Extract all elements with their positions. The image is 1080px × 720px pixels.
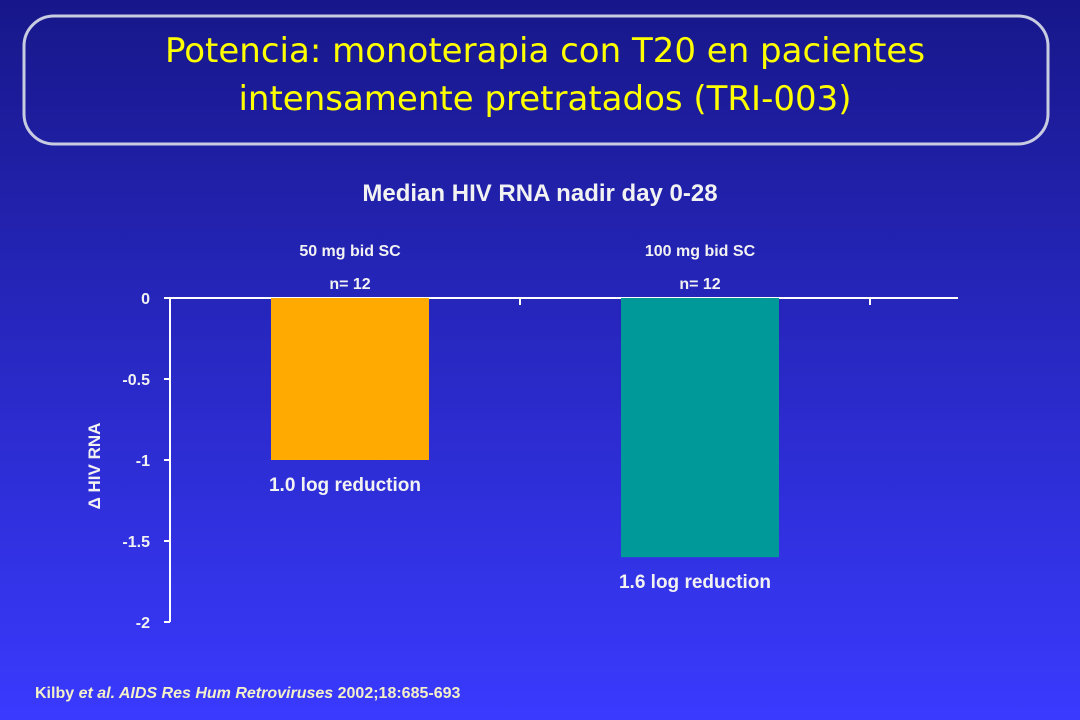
y-tick-label: -1: [136, 453, 150, 470]
value-label: 1.6 log reduction: [619, 572, 771, 593]
y-axis-label: Δ HIV RNA: [85, 423, 104, 510]
bar: [621, 298, 779, 558]
source-text: et al. AIDS Res Hum Retroviruses: [79, 685, 334, 702]
slide-title: intensamente pretratados (TRI-003): [238, 79, 851, 119]
source-text: Kilby: [35, 685, 79, 702]
y-tick-label: -0.5: [122, 372, 150, 389]
n-label: n= 12: [679, 276, 720, 293]
y-tick-label: -2: [136, 615, 150, 632]
title-box: [22, 14, 1050, 146]
chart-title: Median HIV RNA nadir day 0-28: [362, 180, 717, 207]
slide-title: Potencia: monoterapia con T20 en pacient…: [165, 31, 925, 71]
y-tick-label: -1.5: [122, 534, 150, 551]
category-label: 100 mg bid SC: [645, 243, 756, 260]
category-label: 50 mg bid SC: [299, 243, 401, 260]
source: Kilby et al. AIDS Res Hum Retroviruses 2…: [35, 685, 460, 702]
value-label: 1.0 log reduction: [269, 475, 421, 496]
source-text: 2002;18:685-693: [333, 685, 460, 702]
n-label: n= 12: [329, 276, 370, 293]
bar: [271, 298, 429, 460]
y-tick-label: 0: [141, 291, 150, 308]
